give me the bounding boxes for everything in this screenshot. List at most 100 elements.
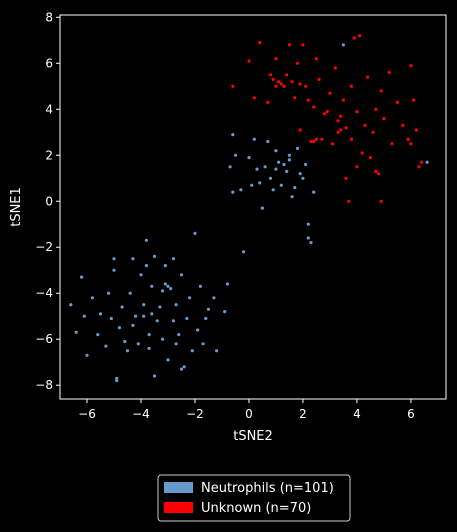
data-point-neutrophils <box>290 195 294 199</box>
data-point-unknown <box>379 89 383 93</box>
data-point-unknown <box>314 57 318 61</box>
plot-points <box>69 34 429 383</box>
data-point-neutrophils <box>174 303 178 307</box>
data-point-unknown <box>349 84 354 88</box>
data-point-unknown <box>282 84 286 88</box>
data-point-unknown <box>258 41 262 45</box>
data-point-unknown <box>268 73 273 77</box>
data-point-unknown <box>349 137 354 141</box>
legend-box <box>157 474 351 522</box>
data-point-unknown <box>266 100 270 104</box>
data-point-neutrophils <box>120 305 124 309</box>
data-point-unknown <box>344 126 348 130</box>
data-point-neutrophils <box>233 153 238 157</box>
data-point-neutrophils <box>188 296 192 300</box>
data-point-unknown <box>412 98 416 102</box>
data-point-neutrophils <box>263 165 267 169</box>
data-point-unknown <box>376 172 381 176</box>
data-point-unknown <box>355 165 359 169</box>
data-point-neutrophils <box>82 314 86 318</box>
data-point-neutrophils <box>147 346 151 350</box>
data-point-unknown <box>409 142 413 146</box>
data-point-unknown <box>409 64 413 68</box>
data-point-neutrophils <box>274 167 278 171</box>
data-point-unknown <box>379 199 383 203</box>
data-point-neutrophils <box>117 326 121 330</box>
x-axis-label: tSNE2 <box>233 429 273 444</box>
x-tick-label: 2 <box>299 407 307 421</box>
data-point-unknown <box>355 110 359 114</box>
data-point-neutrophils <box>231 133 235 137</box>
data-point-neutrophils <box>182 365 186 369</box>
data-point-neutrophils <box>425 160 429 164</box>
y-axis-ticks: −8 −6 −4 −2 0 2 4 6 8 <box>35 10 60 392</box>
data-point-unknown <box>306 98 310 102</box>
data-point-neutrophils <box>96 333 100 337</box>
data-point-unknown <box>366 75 370 79</box>
data-point-neutrophils <box>69 303 73 307</box>
data-point-neutrophils <box>247 156 251 160</box>
data-point-neutrophils <box>179 367 184 371</box>
data-point-neutrophils <box>285 169 289 173</box>
data-point-neutrophils <box>304 162 308 167</box>
data-point-neutrophils <box>163 264 167 268</box>
data-point-neutrophils <box>193 231 197 235</box>
data-point-unknown <box>274 57 278 61</box>
data-point-neutrophils <box>231 190 235 194</box>
data-point-neutrophils <box>306 236 310 240</box>
legend-label-neutrophils: Neutrophils (n=101) <box>201 481 334 496</box>
x-axis-ticks: −6 −4 −2 0 2 4 6 <box>78 399 415 421</box>
data-point-unknown <box>387 70 391 75</box>
data-point-unknown <box>322 112 327 116</box>
data-point-unknown <box>320 137 324 141</box>
x-tick-label: −2 <box>186 407 204 421</box>
data-point-neutrophils <box>287 158 291 162</box>
x-tick-label: 0 <box>245 407 253 421</box>
y-axis-label: tSNE1 <box>9 187 24 227</box>
data-point-unknown <box>298 82 302 86</box>
data-point-neutrophils <box>287 153 291 157</box>
data-point-neutrophils <box>309 241 313 245</box>
data-point-neutrophils <box>112 257 116 261</box>
data-point-unknown <box>341 98 345 102</box>
data-point-neutrophils <box>125 349 130 353</box>
data-point-neutrophils <box>179 273 184 277</box>
data-point-unknown <box>336 119 340 123</box>
data-point-neutrophils <box>142 314 146 318</box>
data-point-unknown <box>358 34 362 38</box>
data-point-unknown <box>352 36 356 40</box>
data-point-neutrophils <box>268 176 273 180</box>
data-point-neutrophils <box>255 167 259 171</box>
data-point-neutrophils <box>260 206 264 210</box>
data-point-unknown <box>304 84 308 88</box>
data-point-unknown <box>363 123 367 127</box>
y-tick-label: 2 <box>45 148 53 162</box>
data-point-neutrophils <box>190 349 194 353</box>
data-point-unknown <box>339 128 343 132</box>
data-point-unknown <box>298 128 302 132</box>
data-point-neutrophils <box>123 339 127 344</box>
legend-label-unknown: Unknown (n=70) <box>201 501 311 516</box>
data-point-neutrophils <box>239 188 243 192</box>
data-point-unknown <box>374 169 378 173</box>
data-point-neutrophils <box>152 254 157 258</box>
data-point-neutrophils <box>206 307 211 311</box>
data-point-neutrophils <box>212 296 216 300</box>
x-tick-label: 6 <box>407 407 415 421</box>
data-point-neutrophils <box>131 257 135 261</box>
data-point-neutrophils <box>258 181 262 185</box>
data-point-unknown <box>252 96 256 100</box>
data-point-neutrophils <box>174 342 178 346</box>
data-point-unknown <box>231 84 235 88</box>
data-point-neutrophils <box>128 291 132 295</box>
data-point-neutrophils <box>225 282 229 286</box>
data-point-neutrophils <box>139 273 143 277</box>
data-point-neutrophils <box>185 316 189 321</box>
data-point-neutrophils <box>250 183 254 187</box>
data-point-unknown <box>401 123 405 127</box>
y-tick-label: 0 <box>45 194 53 208</box>
data-point-unknown <box>414 128 418 132</box>
data-point-unknown <box>395 100 399 104</box>
data-point-unknown <box>333 66 337 70</box>
data-point-unknown <box>347 199 351 203</box>
